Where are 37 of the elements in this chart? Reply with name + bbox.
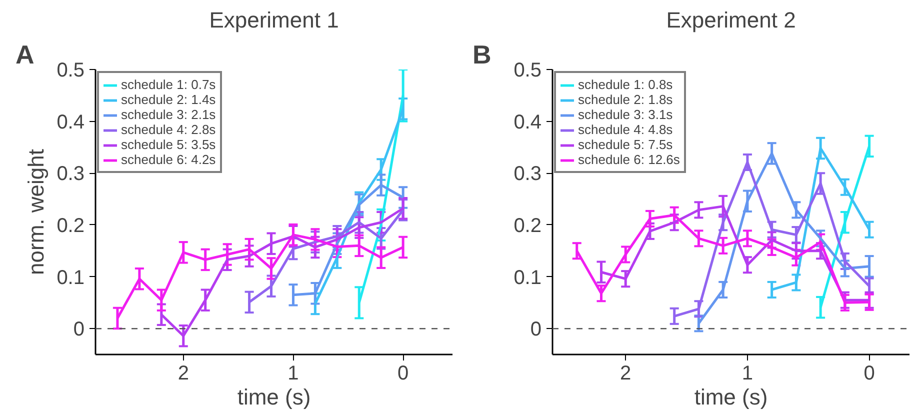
- y-tick-label: 0.4: [514, 111, 542, 134]
- y-tick-label: 0: [530, 318, 542, 341]
- x-tick-label: 1: [288, 362, 299, 384]
- y-tick-label: 0.5: [514, 60, 542, 82]
- legend-label: schedule 5: 7.5s: [578, 137, 673, 152]
- x-tick-label: 1: [742, 362, 754, 384]
- legend-label: schedule 1: 0.7s: [121, 77, 216, 92]
- legend-label: schedule 4: 4.8s: [578, 122, 673, 137]
- x-tick-label: 0: [398, 362, 409, 384]
- chart-title: Experiment 1: [209, 8, 339, 32]
- legend-label: schedule 2: 1.4s: [121, 92, 216, 107]
- y-tick-label: 0.1: [514, 266, 542, 289]
- x-tick-label: 2: [620, 362, 632, 384]
- chart-title: Experiment 2: [666, 8, 796, 32]
- legend-label: schedule 6: 12.6s: [578, 152, 680, 167]
- legend-label: schedule 5: 3.5s: [121, 137, 216, 152]
- text: B: [472, 40, 492, 70]
- legend-label: schedule 3: 3.1s: [578, 107, 673, 122]
- legend-label: schedule 6: 4.2s: [121, 152, 216, 167]
- x-axis-title: time (s): [237, 384, 311, 410]
- legend-label: schedule 2: 1.8s: [578, 92, 673, 107]
- y-tick-label: 0.3: [56, 163, 85, 186]
- x-tick-label: 2: [178, 362, 189, 384]
- y-tick-label: 0: [73, 318, 84, 341]
- x-axis-title: time (s): [694, 384, 768, 410]
- y-tick-label: 0.5: [56, 60, 85, 82]
- y-tick-label: 0.3: [514, 163, 542, 186]
- y-axis-title: norm. weight: [24, 149, 49, 275]
- text: A: [16, 40, 34, 70]
- y-tick-label: 0.4: [56, 111, 85, 134]
- legend-label: schedule 3: 2.1s: [121, 107, 216, 122]
- legend-label: schedule 1: 0.8s: [578, 77, 673, 92]
- y-tick-label: 0.2: [56, 214, 85, 237]
- legend-label: schedule 4: 2.8s: [121, 122, 216, 137]
- y-tick-label: 0.1: [56, 266, 85, 289]
- y-tick-label: 0.2: [514, 214, 542, 237]
- x-tick-label: 0: [864, 362, 875, 384]
